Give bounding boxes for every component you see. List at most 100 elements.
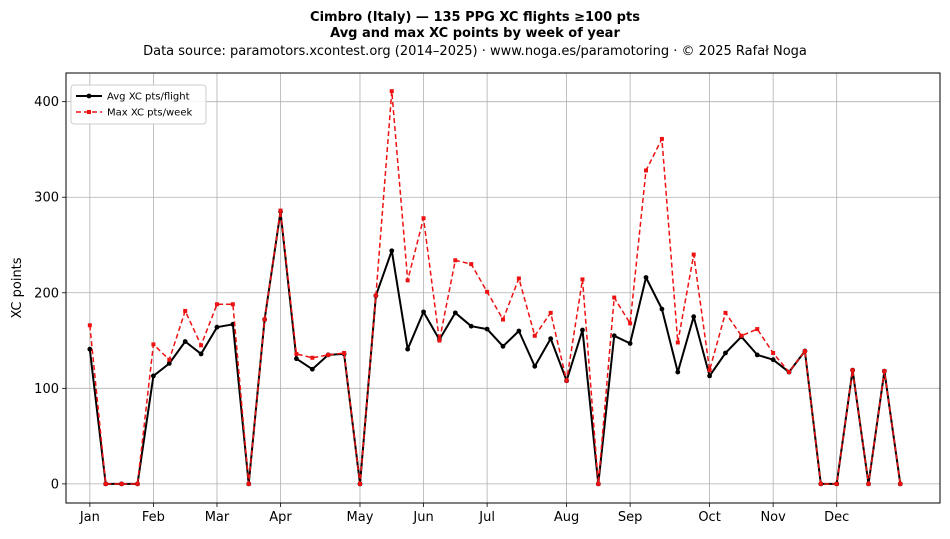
axis-ticks: Jan Feb Mar Apr May Jun Jul Aug Sep Oct Nov Dec 0 100… <box>34 95 849 525</box>
y-axis-label: XC points <box>10 257 25 318</box>
max-point <box>326 352 331 357</box>
avg-point <box>707 373 712 379</box>
max-point <box>596 481 601 486</box>
avg-point <box>214 324 220 330</box>
max-point <box>342 350 347 355</box>
avg-point <box>166 361 172 366</box>
max-point <box>723 310 728 315</box>
avg-point <box>182 339 188 344</box>
x-tick-label: Jan <box>79 510 100 525</box>
x-tick-label: Aug <box>554 510 579 525</box>
series-group <box>87 89 903 487</box>
max-point <box>87 323 92 328</box>
max-point <box>691 252 696 257</box>
max-point <box>135 481 140 486</box>
max-point <box>501 317 505 322</box>
max-point <box>802 349 807 354</box>
max-point <box>787 370 792 375</box>
avg-point <box>151 373 156 379</box>
max-point <box>389 89 394 94</box>
chart-title: Cimbro (Italy) — 135 PPG XC flights ≥100… <box>310 10 640 25</box>
max-point <box>548 310 553 315</box>
avg-point <box>723 350 728 356</box>
chart-subtitle: Avg and max XC points by week of year <box>330 26 620 41</box>
max-point <box>167 357 172 362</box>
max-point <box>612 295 617 300</box>
x-tick-label: Nov <box>760 510 786 525</box>
max-point <box>755 327 760 332</box>
max-point <box>771 350 776 355</box>
max-point <box>230 302 235 307</box>
max-point <box>453 258 458 263</box>
x-tick-label: Oct <box>698 510 720 525</box>
avg-point <box>611 333 617 339</box>
avg-point <box>675 369 681 375</box>
max-point <box>373 293 378 298</box>
chart-source-note: Data source: paramotors.xcontest.org (20… <box>143 44 807 59</box>
x-tick-label: Feb <box>142 510 165 525</box>
x-tick-label: Mar <box>205 510 230 525</box>
avg-point <box>484 326 490 332</box>
max-point <box>119 481 124 486</box>
avg-point <box>548 336 554 342</box>
max-point <box>659 136 664 141</box>
max-point <box>262 317 267 322</box>
avg-point <box>452 310 458 316</box>
max-point <box>707 368 712 373</box>
max-point <box>103 481 108 486</box>
avg-point <box>468 323 474 329</box>
max-point <box>278 208 283 213</box>
avg-point <box>691 314 697 320</box>
max-point <box>357 481 362 486</box>
legend-marker-avg <box>86 93 92 99</box>
y-tick-label: 400 <box>34 95 59 110</box>
avg-point <box>659 306 665 312</box>
avg-point <box>421 309 426 315</box>
y-tick-label: 100 <box>34 382 59 397</box>
max-point <box>294 351 299 356</box>
max-point <box>644 168 649 173</box>
max-point <box>214 302 219 307</box>
avg-point <box>532 363 538 369</box>
x-tick-label: Jul <box>478 510 495 525</box>
max-point <box>675 340 680 345</box>
max-point <box>183 308 188 313</box>
max-point <box>882 369 887 374</box>
legend: Avg XC pts/flight Max XC pts/week <box>70 84 207 125</box>
series-line-max <box>89 90 902 485</box>
max-point <box>850 368 855 373</box>
y-tick-label: 0 <box>51 477 59 492</box>
max-point <box>310 355 315 360</box>
x-tick-label: Jun <box>412 510 433 525</box>
max-point <box>421 216 426 221</box>
avg-point <box>770 357 776 363</box>
y-tick-label: 300 <box>34 191 59 206</box>
legend-box <box>70 84 207 125</box>
legend-label-avg: Avg XC pts/flight <box>107 92 190 103</box>
max-point <box>199 343 204 348</box>
max-point <box>469 262 474 267</box>
avg-point <box>405 346 411 352</box>
grid <box>66 73 940 503</box>
max-point <box>437 338 442 343</box>
avg-point <box>754 352 760 358</box>
max-point <box>580 277 585 282</box>
x-tick-label: Dec <box>824 510 849 525</box>
avg-point <box>500 343 506 349</box>
max-point <box>866 481 871 486</box>
avg-point <box>198 351 204 357</box>
avg-point <box>580 327 585 333</box>
avg-point <box>294 356 299 362</box>
avg-point <box>309 366 315 372</box>
max-point <box>405 278 410 283</box>
max-point <box>818 481 823 486</box>
series-line-avg <box>88 210 902 485</box>
max-point <box>246 481 251 486</box>
avg-point <box>627 341 633 346</box>
max-point <box>628 321 633 326</box>
plot-frame <box>65 72 941 504</box>
max-point <box>151 342 156 347</box>
y-tick-label: 200 <box>34 286 59 301</box>
avg-point <box>389 248 395 254</box>
